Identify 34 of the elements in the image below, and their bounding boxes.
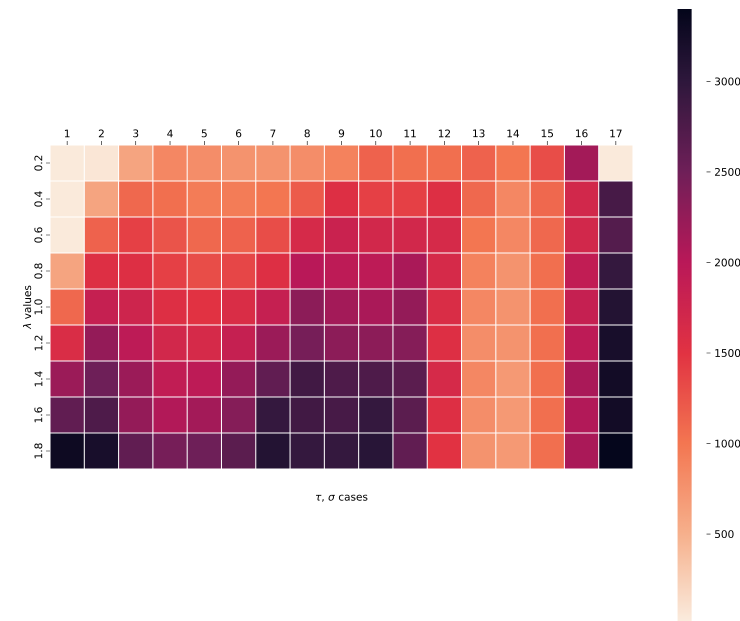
color-bar-label: 2000 bbox=[715, 258, 740, 266]
x-tick-label: 11 bbox=[404, 130, 416, 138]
y-tick-label: 1.8 bbox=[34, 443, 42, 458]
y-tick-label: 1.0 bbox=[34, 299, 42, 314]
x-tick-label: 14 bbox=[507, 130, 520, 138]
y-tick-label: 0.4 bbox=[34, 191, 42, 207]
x-tick-label: 12 bbox=[438, 130, 450, 138]
color-bar-label: 2500 bbox=[715, 168, 740, 176]
x-tick-label: 15 bbox=[542, 130, 554, 138]
y-tick-label: 0.8 bbox=[34, 263, 42, 279]
x-tick-label: 13 bbox=[473, 129, 485, 138]
y-axis-title: λ values bbox=[23, 286, 32, 330]
color-bar-label: 1500 bbox=[715, 349, 740, 357]
color-bar-label: 3000 bbox=[715, 77, 740, 86]
x-tick-label: 17 bbox=[610, 130, 622, 138]
y-tick-label: 1.2 bbox=[34, 336, 42, 350]
y-tick-label: 1.4 bbox=[34, 371, 42, 386]
x-tick-label: 8 bbox=[304, 129, 310, 138]
color-bar-label: 500 bbox=[715, 530, 734, 538]
x-tick-label: 9 bbox=[338, 129, 344, 138]
x-tick-label: 3 bbox=[133, 129, 138, 138]
x-tick-label: 10 bbox=[370, 129, 382, 138]
color-bar-label: 1000 bbox=[715, 440, 740, 448]
x-tick-label: 5 bbox=[202, 130, 207, 138]
x-tick-label: 1 bbox=[64, 130, 70, 138]
y-tick-label: 0.6 bbox=[34, 227, 42, 243]
x-tick-label: 16 bbox=[576, 129, 588, 138]
x-axis-title: τ, σ cases bbox=[316, 494, 368, 502]
y-tick-label: 1.6 bbox=[34, 407, 42, 422]
x-tick-label: 7 bbox=[270, 130, 276, 138]
x-tick-label: 2 bbox=[98, 130, 104, 138]
y-tick-label: 0.2 bbox=[34, 156, 42, 171]
x-tick-label: 4 bbox=[167, 130, 173, 138]
x-tick-label: 6 bbox=[236, 129, 242, 138]
